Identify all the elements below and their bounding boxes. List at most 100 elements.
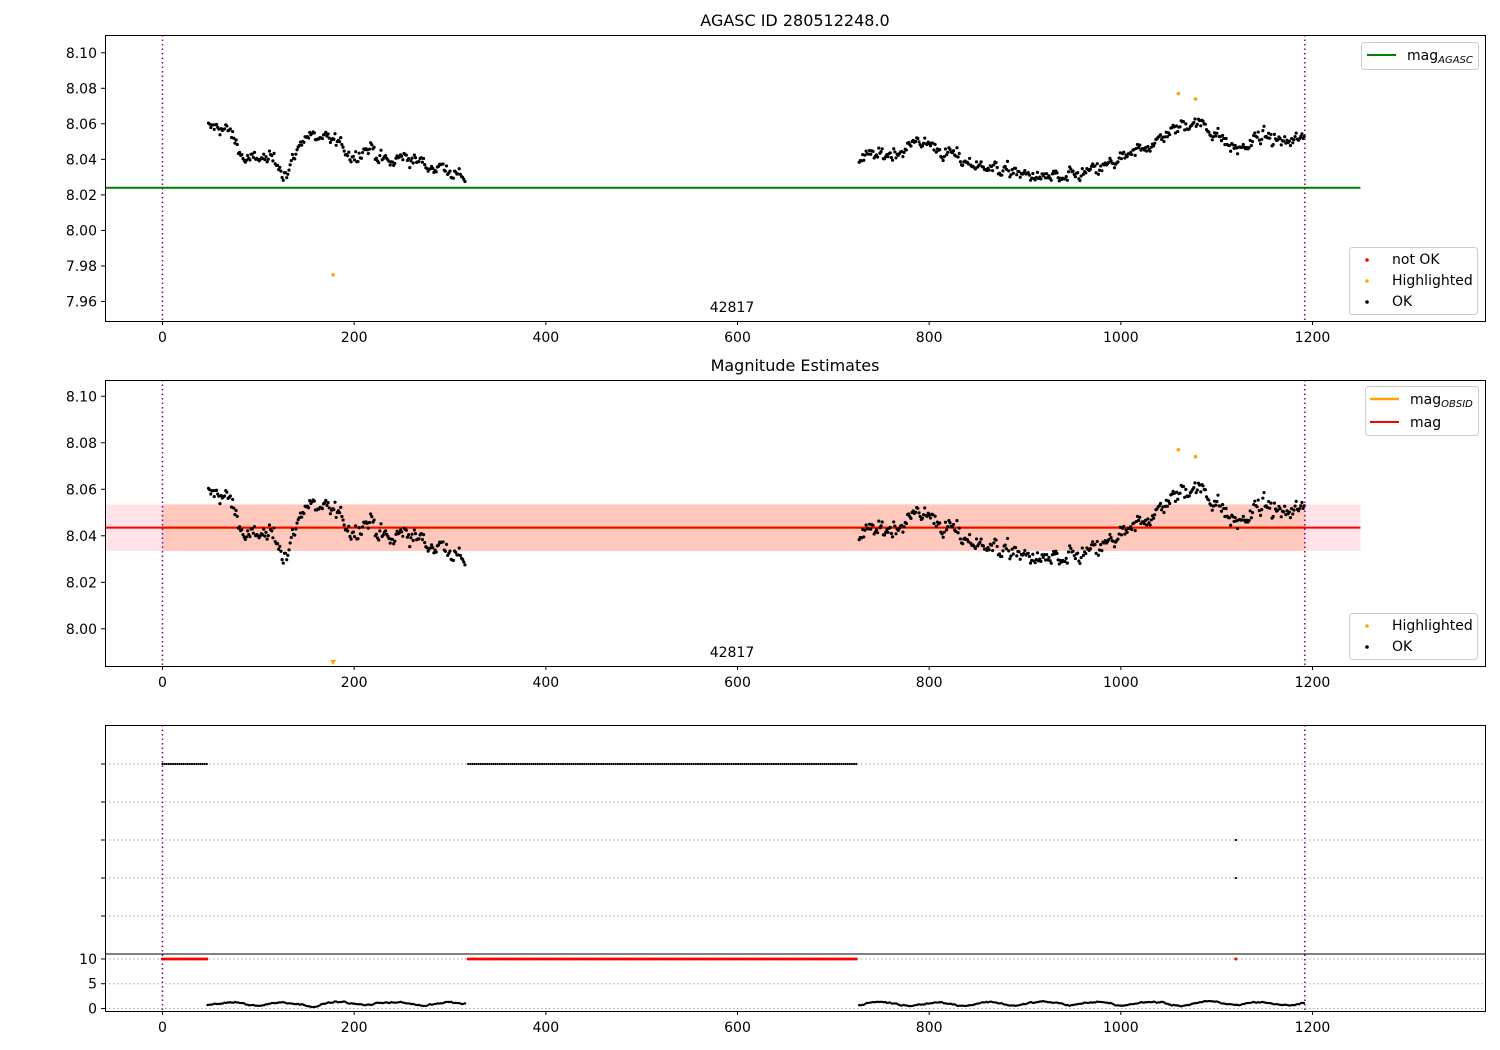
p1-ok-point	[1123, 156, 1127, 160]
dr-saturated-point	[508, 957, 512, 961]
flag-point	[203, 762, 206, 766]
p2-ok-point	[341, 518, 345, 522]
dr-saturated-point	[810, 957, 814, 961]
p1-ok-point	[880, 147, 884, 151]
p1-ok-point	[1195, 122, 1199, 126]
dr-saturated-point	[726, 957, 730, 961]
flag-point	[808, 762, 811, 766]
flag-point	[840, 762, 843, 766]
p2-ok-point	[1285, 509, 1289, 513]
p2-ok-point	[462, 560, 466, 564]
p2-ok-point	[1293, 504, 1297, 508]
flag-point	[772, 762, 776, 766]
dr-saturated-point	[567, 957, 571, 961]
flag-point	[589, 762, 592, 766]
p1-ok-point	[991, 169, 995, 173]
dr-saturated-point	[1234, 957, 1238, 961]
flag-point	[169, 762, 173, 766]
p1-ok-point	[1283, 135, 1287, 139]
dr-saturated-point	[593, 957, 597, 961]
dr-ytick-label-1: 5	[88, 977, 97, 993]
dr-saturated-point	[839, 957, 843, 961]
flag-point	[836, 762, 839, 766]
p2-ok-point	[1292, 508, 1296, 512]
p2-ok-point	[265, 537, 269, 541]
dr-saturated-point	[475, 957, 479, 961]
p1-ok-point	[434, 170, 438, 174]
p2-ok-point	[979, 537, 983, 541]
p1-ok-point	[1088, 167, 1092, 171]
p1-ok-point	[1292, 138, 1296, 142]
dr-saturated-point	[643, 957, 647, 961]
p1-ok-point	[1055, 171, 1059, 175]
flag-point	[802, 762, 805, 766]
flag-point	[690, 762, 693, 766]
p2-ok-point	[1255, 505, 1259, 509]
flag-point	[199, 762, 202, 766]
dr-ytick-label-2: 10	[79, 952, 97, 968]
p2-ok-point	[879, 524, 883, 528]
dr-saturated-point	[778, 957, 782, 961]
p2-ok-point	[1294, 499, 1298, 504]
p2-ok-point	[945, 528, 949, 532]
p2-ok-point	[1071, 549, 1075, 553]
p2-ok-point	[1055, 551, 1059, 556]
flag-point	[749, 762, 752, 766]
p2-ok-point	[334, 515, 338, 519]
flag-point	[677, 762, 681, 766]
dr-saturated-point	[506, 957, 510, 961]
dr-saturated-point	[572, 957, 576, 961]
p2-ok-point	[1194, 490, 1198, 495]
dr-saturated-point	[542, 957, 546, 961]
flag-point	[789, 762, 792, 766]
p2-ok-point	[1108, 532, 1112, 537]
p2-ok-point	[339, 505, 343, 509]
p1-ok-point	[354, 150, 358, 154]
flag-point	[635, 762, 638, 766]
p2-ok-point	[405, 535, 410, 539]
p2-ok-point	[1269, 501, 1273, 505]
p1-ok-point	[1293, 135, 1297, 139]
p1-ok-point	[1255, 135, 1259, 139]
p1-ok-point	[877, 146, 881, 150]
p2-ok-point	[951, 522, 956, 527]
p2-ok-point	[1214, 503, 1218, 507]
flag-point	[543, 762, 546, 766]
p1-ok-point	[300, 143, 304, 147]
p2-ok-point	[1102, 541, 1106, 545]
p2-ytick-label-4: 8.08	[66, 436, 97, 452]
legend-ok-marker	[1365, 300, 1369, 304]
flag-point	[608, 762, 611, 766]
p1-ok-point	[1047, 174, 1051, 178]
p1-ok-point	[1203, 122, 1207, 126]
dr-saturated-point	[629, 957, 633, 961]
p2-ok-point	[1256, 498, 1260, 502]
p2-ok-point	[1272, 501, 1276, 505]
p2-ok-point	[1215, 499, 1219, 504]
p2-ok-point	[272, 526, 276, 530]
p2-highlighted-point	[1193, 454, 1198, 459]
p2-ok-point	[237, 525, 242, 529]
p1-ok-point	[214, 122, 219, 127]
p1-ok-point	[270, 153, 274, 158]
p1-ok-point	[1279, 143, 1283, 147]
dr-saturated-point	[175, 957, 179, 961]
p1-ok-point	[234, 138, 238, 142]
p2-ok-point	[1146, 517, 1150, 521]
p2-ok-point	[448, 549, 452, 553]
flag-point	[604, 762, 607, 766]
flag-point	[559, 762, 563, 766]
p2-ok-point	[392, 542, 396, 546]
dr-saturated-point	[561, 957, 565, 961]
p1-ok-point	[893, 150, 897, 154]
dr-saturated-point	[763, 957, 767, 961]
dr-saturated-point	[759, 957, 763, 961]
p2-xtick-label-4: 800	[916, 675, 943, 691]
p2-ok-point	[981, 544, 986, 548]
p1-ok-point	[1138, 143, 1142, 147]
p1-ok-point	[1260, 137, 1264, 141]
p2-ok-point	[1267, 499, 1271, 504]
flag-point	[812, 762, 816, 766]
p1-ok-point	[961, 163, 965, 167]
p1-ok-point	[352, 158, 357, 162]
